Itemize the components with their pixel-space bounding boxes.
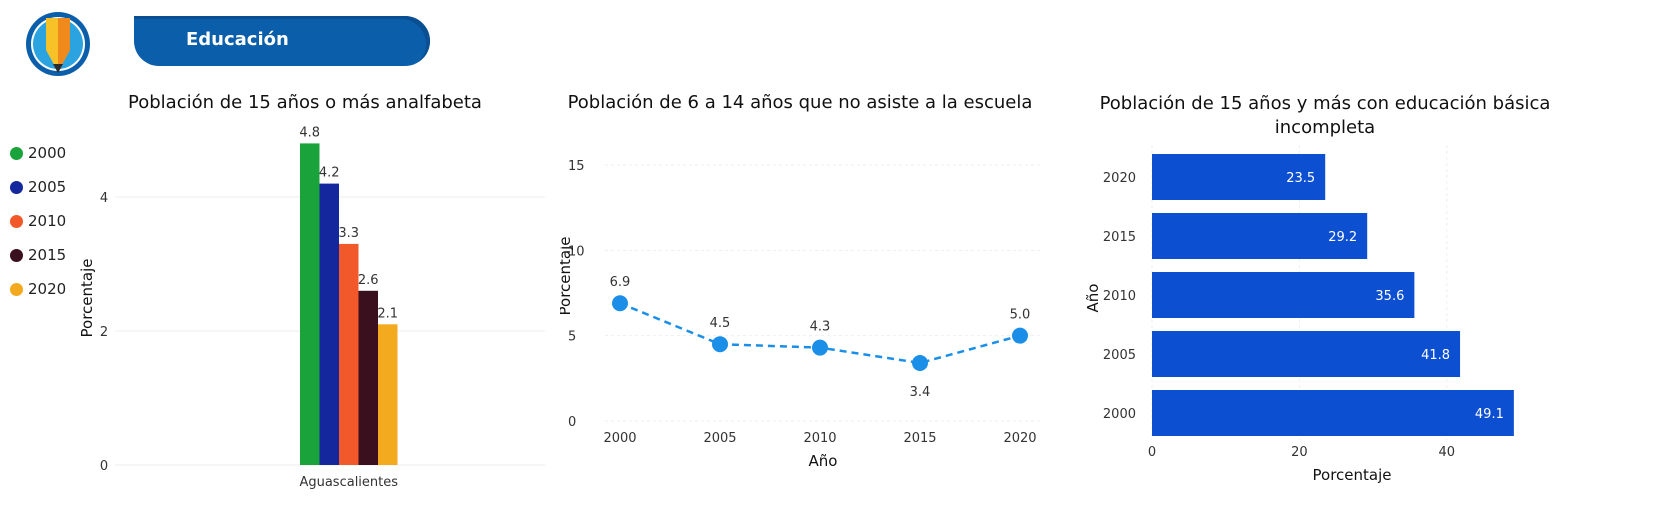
y-tick-label: 4 [100, 191, 108, 206]
bar-2000[interactable] [300, 143, 320, 465]
x-tick-label: 40 [1439, 445, 1456, 460]
y-tick-label: 2010 [1103, 289, 1136, 304]
x-tick-label: 2005 [703, 431, 736, 446]
x-tick-label: 2010 [803, 431, 836, 446]
bar-2000[interactable] [1152, 390, 1514, 436]
y-axis-label: Año [1084, 284, 1102, 313]
legend-dot [10, 180, 23, 194]
bar-data-label: 29.2 [1328, 230, 1357, 245]
data-point-2015[interactable] [912, 354, 928, 371]
legend-item-2000[interactable]: 2000 [10, 136, 66, 170]
x-tick-label: Aguascalientes [299, 475, 398, 490]
y-tick-label: 2 [100, 325, 108, 340]
chart2-title: Población de 6 a 14 años que no asiste a… [567, 92, 1033, 113]
y-tick-label: 2000 [1103, 407, 1136, 422]
data-point-2010[interactable] [812, 339, 828, 356]
point-data-label: 4.3 [810, 320, 831, 335]
x-tick-label: 2020 [1003, 431, 1036, 446]
y-tick-label: 5 [568, 330, 576, 345]
bar-data-label: 2.6 [358, 273, 379, 288]
section-tab-label: Educación [186, 29, 289, 50]
bar-2010[interactable] [339, 243, 359, 465]
bar-2020[interactable] [1152, 154, 1326, 200]
legend-dot [10, 146, 23, 160]
y-tick-label: 15 [568, 159, 585, 174]
legend-dot [10, 214, 23, 228]
chart1-plot: 0 2 4 Porcentaje 4.8 4.2 3.3 2.6 2.1 Aguascalient… [78, 125, 545, 490]
legend-item-2015[interactable]: 2015 [10, 238, 66, 272]
bar-2020[interactable] [378, 324, 398, 465]
y-axis-label: Porcentaje [560, 237, 574, 316]
legend-item-2020[interactable]: 2020 [10, 272, 66, 306]
legend-item-2010[interactable]: 2010 [10, 204, 66, 238]
x-axis-label: Año [809, 452, 838, 470]
bar-data-label: 2.1 [377, 306, 398, 321]
chart3-plot: 0 20 40 Porcentaje Año 2020 23.5 2015 29.2 2010 35… [1084, 145, 1514, 484]
point-data-label: 5.0 [1010, 308, 1031, 323]
legend-dot [10, 248, 23, 262]
bar-2010[interactable] [1152, 272, 1415, 318]
bar-data-label: 4.2 [319, 166, 340, 181]
education-logo [24, 10, 92, 78]
x-tick-label: 20 [1291, 445, 1308, 460]
bar-2005[interactable] [1152, 331, 1461, 377]
y-axis-label: Porcentaje [78, 259, 96, 338]
x-tick-label: 2000 [603, 431, 636, 446]
legend-item-2005[interactable]: 2005 [10, 170, 66, 204]
legend-label: 2000 [28, 144, 67, 162]
legend-label: 2010 [28, 212, 67, 230]
bar-2005[interactable] [319, 183, 340, 465]
point-data-label: 4.5 [710, 316, 731, 331]
data-point-2005[interactable] [712, 336, 728, 353]
section-tab[interactable]: Educación [134, 16, 430, 66]
chart2-plot: 0 5 10 15 Porcentaje 6.9 4.5 4.3 3.4 5.0 2000 2005 2… [560, 159, 1040, 470]
x-tick-label: 0 [1148, 445, 1156, 460]
chart1-title: Población de 15 años o más analfabeta [128, 92, 482, 113]
y-tick-label: 10 [568, 244, 585, 259]
y-tick-label: 2020 [1103, 171, 1136, 186]
point-data-label: 6.9 [610, 275, 631, 290]
chart1-legend: 2000 2005 2010 2015 2020 [10, 136, 66, 306]
y-tick-label: 2005 [1103, 348, 1136, 363]
x-tick-label: 2015 [903, 431, 936, 446]
legend-label: 2015 [28, 246, 67, 264]
y-tick-label: 2015 [1103, 230, 1136, 245]
bar-data-label: 23.5 [1286, 171, 1315, 186]
bar-2015[interactable] [358, 290, 379, 465]
x-axis-label: Porcentaje [1313, 466, 1392, 484]
bar-2015[interactable] [1152, 213, 1368, 259]
bar-data-label: 49.1 [1475, 407, 1504, 422]
bar-data-label: 41.8 [1421, 348, 1450, 363]
data-point-2000[interactable] [612, 295, 628, 312]
chart3-title: Población de 15 años y más con educación… [1099, 93, 1551, 138]
legend-label: 2005 [28, 178, 67, 196]
point-data-label: 3.4 [910, 385, 931, 400]
pencil-icon [26, 12, 90, 76]
bar-data-label: 4.8 [299, 125, 320, 140]
bar-data-label: 35.6 [1375, 289, 1404, 304]
y-tick-label: 0 [100, 459, 108, 474]
data-point-2020[interactable] [1012, 327, 1028, 344]
bar-data-label: 3.3 [338, 226, 359, 241]
legend-label: 2020 [28, 280, 67, 298]
legend-dot [10, 282, 23, 296]
y-tick-label: 0 [568, 415, 576, 430]
